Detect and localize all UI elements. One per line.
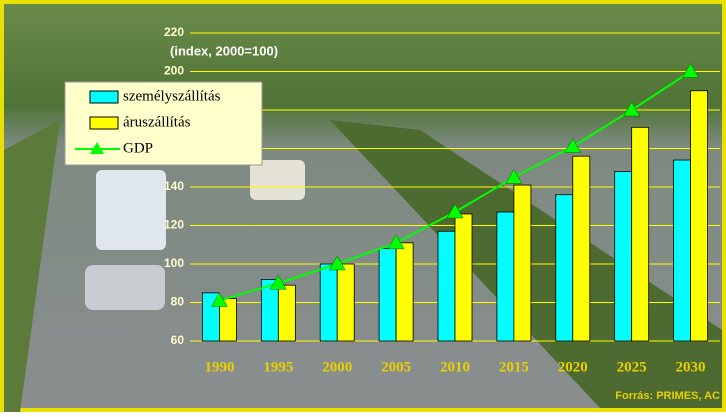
bar [438, 231, 455, 341]
y-tick-label: 200 [164, 64, 184, 78]
y-tick-label: 120 [164, 218, 184, 232]
bar [691, 91, 708, 341]
x-tick-label: 2020 [558, 359, 588, 375]
bar [632, 127, 649, 341]
x-tick-label: 2005 [381, 359, 411, 375]
x-tick-label: 2015 [499, 359, 529, 375]
bar [379, 249, 396, 341]
y-tick-label: 140 [164, 179, 184, 193]
bar [514, 185, 531, 341]
legend-swatch [90, 117, 118, 129]
car [85, 265, 165, 310]
legend-label: GDP [123, 140, 153, 156]
bar [396, 243, 413, 341]
bar [320, 264, 337, 341]
legend-label: személyszállítás [123, 88, 221, 104]
bar [497, 212, 514, 341]
bar [278, 285, 295, 341]
bar [455, 214, 472, 341]
annotation: (index, 2000=100) [170, 43, 278, 58]
y-tick-label: 100 [164, 256, 184, 270]
bar [556, 195, 573, 341]
bar [674, 160, 691, 341]
bus [96, 170, 166, 250]
source: Forrás: PRIMES, AC [615, 390, 720, 402]
car [250, 160, 305, 200]
x-tick-label: 2025 [617, 359, 647, 375]
y-tick-label: 80 [171, 295, 185, 309]
legend-label: áruszállítás [123, 114, 191, 130]
x-tick-label: 2010 [440, 359, 470, 375]
x-tick-label: 1995 [263, 359, 293, 375]
chart: (index, 2000=100) Forrás: PRIMES, AC 60 8… [0, 0, 726, 412]
bar [573, 156, 590, 341]
bar [615, 172, 632, 341]
bar [337, 264, 354, 341]
x-tick-label: 2030 [676, 359, 706, 375]
legend-swatch [90, 91, 118, 103]
y-tick-label: 60 [171, 333, 185, 347]
legend: személyszállítás áruszállítás GDP [65, 82, 262, 165]
y-tick-label: 220 [164, 25, 184, 39]
x-tick-label: 2000 [322, 359, 352, 375]
x-tick-label: 1990 [204, 359, 234, 375]
